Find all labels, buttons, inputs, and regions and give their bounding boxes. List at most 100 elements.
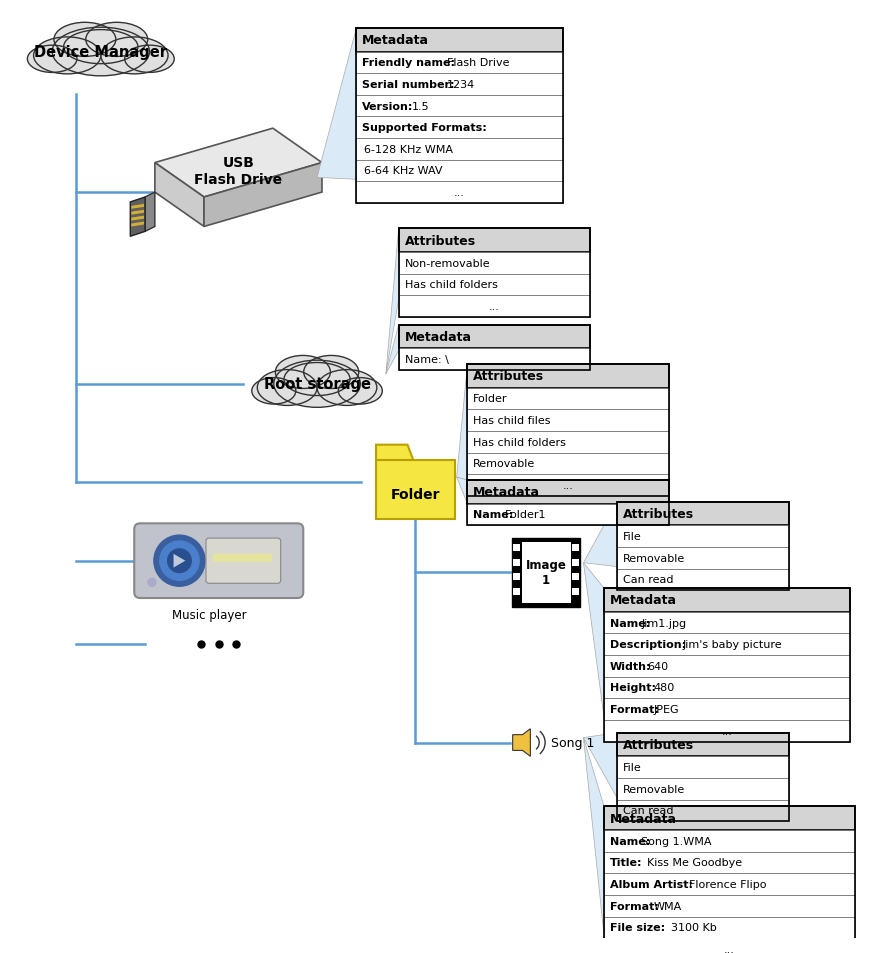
Polygon shape bbox=[376, 445, 413, 461]
Text: Album Artist:: Album Artist: bbox=[610, 880, 693, 889]
Ellipse shape bbox=[338, 378, 382, 405]
Polygon shape bbox=[583, 733, 617, 798]
FancyBboxPatch shape bbox=[604, 830, 855, 852]
FancyBboxPatch shape bbox=[467, 480, 669, 504]
Text: Can read: Can read bbox=[623, 575, 673, 585]
Text: Name:: Name: bbox=[610, 836, 651, 846]
Polygon shape bbox=[132, 222, 144, 227]
Polygon shape bbox=[155, 129, 322, 198]
FancyBboxPatch shape bbox=[513, 574, 520, 580]
FancyBboxPatch shape bbox=[572, 544, 578, 551]
FancyBboxPatch shape bbox=[467, 410, 669, 432]
Text: 480: 480 bbox=[653, 682, 674, 693]
Text: Folder: Folder bbox=[391, 487, 440, 501]
FancyBboxPatch shape bbox=[617, 778, 789, 800]
Polygon shape bbox=[317, 29, 357, 180]
Text: Flash Drive: Flash Drive bbox=[446, 58, 509, 69]
FancyBboxPatch shape bbox=[513, 559, 520, 566]
FancyBboxPatch shape bbox=[617, 502, 789, 526]
Text: Root storage: Root storage bbox=[263, 376, 371, 392]
Text: Version:: Version: bbox=[362, 101, 413, 112]
Text: Device Manager: Device Manager bbox=[34, 45, 167, 60]
Text: Has child files: Has child files bbox=[473, 416, 551, 426]
FancyBboxPatch shape bbox=[572, 559, 578, 566]
Ellipse shape bbox=[34, 38, 101, 74]
Text: Supported Formats:: Supported Formats: bbox=[362, 123, 487, 133]
Text: File size:: File size: bbox=[610, 923, 665, 932]
Text: Serial number:: Serial number: bbox=[362, 80, 455, 90]
Circle shape bbox=[148, 578, 156, 587]
FancyBboxPatch shape bbox=[357, 182, 562, 204]
Ellipse shape bbox=[284, 363, 350, 396]
FancyBboxPatch shape bbox=[357, 160, 562, 182]
FancyBboxPatch shape bbox=[617, 547, 789, 569]
FancyBboxPatch shape bbox=[604, 852, 855, 873]
Text: Name:: Name: bbox=[473, 510, 514, 520]
Ellipse shape bbox=[274, 361, 360, 408]
Ellipse shape bbox=[52, 29, 149, 77]
Text: Metadata: Metadata bbox=[405, 331, 472, 344]
FancyBboxPatch shape bbox=[513, 544, 520, 551]
Ellipse shape bbox=[85, 23, 147, 57]
Polygon shape bbox=[457, 477, 467, 504]
Text: Width:: Width: bbox=[610, 661, 651, 671]
Text: Description:: Description: bbox=[610, 639, 686, 650]
Ellipse shape bbox=[257, 370, 317, 406]
FancyBboxPatch shape bbox=[357, 74, 562, 95]
Text: Metadata: Metadata bbox=[610, 812, 677, 825]
Text: Name:: Name: bbox=[610, 618, 651, 628]
Text: JPEG: JPEG bbox=[653, 704, 679, 715]
Polygon shape bbox=[386, 325, 399, 375]
Ellipse shape bbox=[317, 370, 377, 406]
Text: Folder1: Folder1 bbox=[505, 510, 546, 520]
Ellipse shape bbox=[54, 23, 116, 57]
FancyBboxPatch shape bbox=[604, 589, 850, 612]
FancyBboxPatch shape bbox=[357, 29, 562, 52]
FancyBboxPatch shape bbox=[399, 253, 590, 274]
FancyBboxPatch shape bbox=[467, 432, 669, 453]
Text: ...: ... bbox=[724, 944, 735, 953]
Ellipse shape bbox=[101, 38, 168, 74]
FancyBboxPatch shape bbox=[617, 526, 789, 547]
Ellipse shape bbox=[276, 356, 330, 389]
FancyBboxPatch shape bbox=[206, 538, 281, 583]
FancyBboxPatch shape bbox=[357, 52, 562, 74]
FancyBboxPatch shape bbox=[357, 117, 562, 139]
Polygon shape bbox=[386, 230, 399, 375]
FancyBboxPatch shape bbox=[467, 453, 669, 475]
Text: WMA: WMA bbox=[653, 901, 682, 911]
Text: USB
Flash Drive: USB Flash Drive bbox=[194, 156, 283, 187]
Ellipse shape bbox=[64, 30, 138, 65]
Polygon shape bbox=[145, 193, 155, 233]
Polygon shape bbox=[457, 365, 467, 480]
Polygon shape bbox=[130, 198, 145, 237]
Polygon shape bbox=[583, 563, 604, 719]
FancyBboxPatch shape bbox=[399, 349, 590, 371]
FancyBboxPatch shape bbox=[604, 873, 855, 895]
Text: Florence Flipo: Florence Flipo bbox=[689, 880, 766, 889]
Polygon shape bbox=[583, 502, 617, 567]
FancyBboxPatch shape bbox=[399, 274, 590, 296]
Text: Attributes: Attributes bbox=[405, 234, 475, 248]
Ellipse shape bbox=[125, 46, 174, 73]
Text: Jim's baby picture: Jim's baby picture bbox=[683, 639, 782, 650]
Text: Has child folders: Has child folders bbox=[473, 437, 566, 447]
FancyBboxPatch shape bbox=[604, 677, 850, 699]
Text: Can read: Can read bbox=[623, 805, 673, 816]
FancyBboxPatch shape bbox=[617, 733, 789, 757]
Text: ...: ... bbox=[454, 188, 465, 198]
FancyBboxPatch shape bbox=[617, 800, 789, 821]
Text: Song 1: Song 1 bbox=[551, 737, 595, 749]
Text: ...: ... bbox=[562, 480, 574, 491]
Text: 640: 640 bbox=[647, 661, 669, 671]
FancyBboxPatch shape bbox=[604, 634, 850, 656]
Polygon shape bbox=[513, 729, 530, 757]
FancyBboxPatch shape bbox=[467, 388, 669, 410]
FancyBboxPatch shape bbox=[604, 806, 855, 830]
Text: ...: ... bbox=[721, 726, 732, 736]
Ellipse shape bbox=[252, 378, 296, 405]
FancyBboxPatch shape bbox=[357, 139, 562, 160]
Text: Friendly name:: Friendly name: bbox=[362, 58, 455, 69]
FancyBboxPatch shape bbox=[357, 95, 562, 117]
Text: ...: ... bbox=[489, 302, 500, 312]
